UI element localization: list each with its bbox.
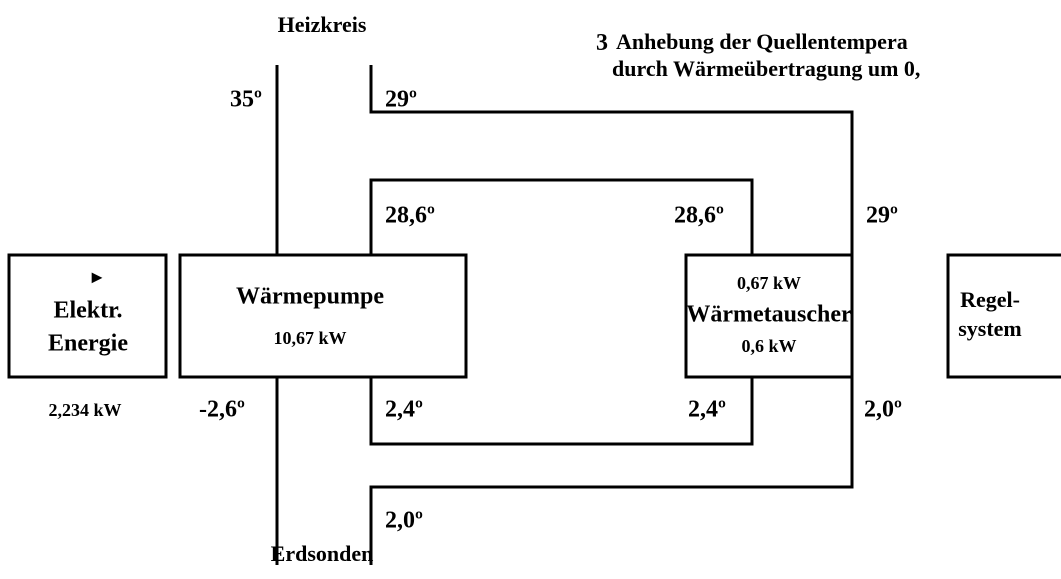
control-box [946,253,1061,379]
box-label: Elektr. [53,298,122,324]
temperature: 2,4º [385,397,423,423]
temperature: 35º [230,87,262,113]
box-label: Wärmetauscher [686,302,852,328]
power-label: 0,67 kW [737,273,801,293]
pipe [369,178,754,255]
box-label: system [958,316,1022,341]
temperature: 29º [866,203,898,229]
temperature: 2,4º [688,397,726,423]
temperature: 28,6º [674,203,724,229]
header-line: Anhebung der Quellentempera [616,29,908,54]
temperature: 2,0º [385,508,423,534]
power-label: 10,67 kW [273,328,346,348]
header-line: durch Wärmeübertragung um 0, [612,56,920,81]
box-label: Regel- [960,287,1020,312]
exchanger-box [684,253,854,379]
circuit-label: Heizkreis [278,12,367,37]
temperature: 28,6º [385,203,435,229]
box-label: Energie [48,331,128,357]
power-label: 2,234 kW [48,400,121,420]
pipe [369,377,754,446]
icon: ► [88,267,106,287]
pipe [369,65,854,255]
pipe [369,377,854,565]
temperature: 2,0º [864,397,902,423]
header-number: 3 [596,30,608,56]
temperature: 29º [385,87,417,113]
pump-box [178,253,468,379]
energy-box [7,253,168,379]
power-label: 0,6 kW [741,336,796,356]
header: 3 Anhebung der Quellentempera [596,29,908,55]
temperature: -2,6º [199,397,245,423]
circuit-label: Erdsonden [271,541,374,566]
box-label: Wärmepumpe [236,284,384,310]
